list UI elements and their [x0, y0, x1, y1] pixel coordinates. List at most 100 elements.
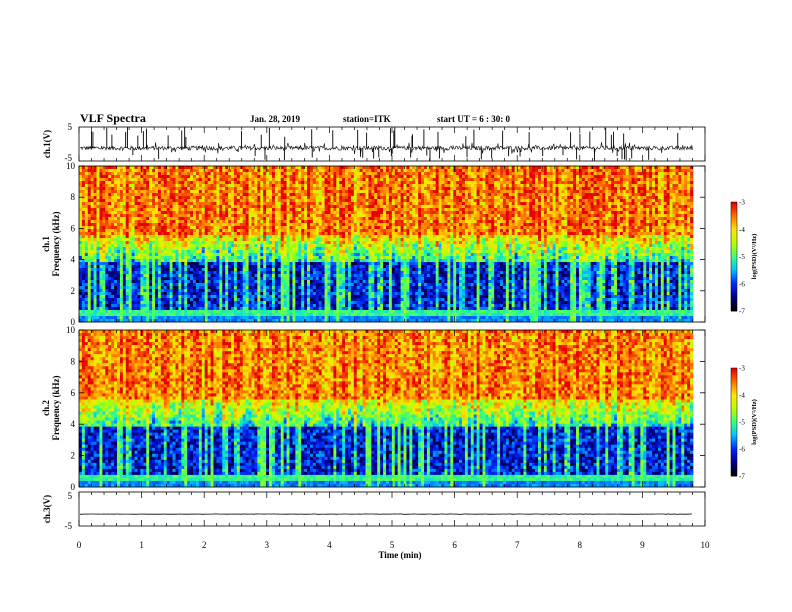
- spectrogram-cell: [96, 295, 100, 299]
- spectrogram-cell: [304, 253, 308, 257]
- spectrogram-cell: [280, 265, 285, 269]
- spectrogram-cell: [260, 202, 264, 206]
- spectrogram-cell: [166, 181, 170, 185]
- spectrogram-cell: [108, 229, 112, 233]
- spectrogram-cell: [342, 175, 346, 179]
- spectrogram-cell: [122, 277, 127, 281]
- spectrogram-cell: [125, 190, 130, 194]
- spectrogram-cell: [350, 298, 355, 302]
- spectrogram-cell: [198, 187, 203, 191]
- spectrogram-cell: [131, 292, 135, 296]
- spectrogram-cell: [271, 304, 276, 308]
- spectrogram-cell: [184, 289, 188, 293]
- spectrogram-cell: [228, 310, 232, 314]
- spectrogram-cell: [146, 304, 150, 308]
- spectrogram-cell: [201, 166, 206, 170]
- spectrogram-cell: [137, 256, 141, 260]
- spectrogram-cell: [242, 199, 246, 203]
- spectrogram-cell: [213, 208, 217, 212]
- spectrogram-cell: [315, 289, 320, 293]
- spectrogram-cell: [210, 220, 214, 224]
- spectrogram-cell: [84, 232, 89, 236]
- spectrogram-cell: [289, 232, 293, 236]
- spectrogram-cell: [233, 313, 238, 317]
- spectrogram-cell: [207, 277, 211, 281]
- spectrogram-cell: [152, 265, 156, 269]
- spectrogram-cell: [239, 304, 244, 308]
- spectrogram-cell: [184, 211, 188, 215]
- spectrogram-cell: [128, 202, 132, 206]
- spectrogram-cell: [178, 211, 182, 215]
- spectrogram-cell: [93, 190, 97, 194]
- spectrogram-cell: [137, 214, 141, 218]
- spectrogram-cell: [190, 199, 194, 203]
- spectrogram-cell: [318, 172, 323, 176]
- spectrogram-cell: [257, 298, 261, 302]
- spectrogram-cell: [298, 262, 302, 266]
- spectrogram-cell: [210, 211, 214, 215]
- spectrogram-cell: [172, 295, 176, 299]
- spectrogram-cell: [172, 262, 176, 266]
- spectrogram-cell: [195, 286, 200, 290]
- spectrogram-cell: [286, 166, 290, 170]
- spectrogram-cell: [93, 316, 97, 320]
- spectrogram-cell: [228, 277, 232, 281]
- spectrogram-cell: [321, 268, 325, 272]
- spectrogram-cell: [336, 319, 340, 323]
- spectrogram-cell: [225, 169, 229, 173]
- spectrogram-cell: [231, 247, 235, 251]
- spectrogram-cell: [96, 211, 100, 215]
- spectrogram-cell: [271, 295, 276, 299]
- spectrogram-cell: [99, 310, 103, 314]
- spectrogram-cell: [195, 184, 200, 188]
- spectrogram-cell: [187, 319, 191, 323]
- spectrogram-cell: [169, 304, 173, 308]
- spectrogram-cell: [84, 175, 89, 179]
- spectrogram-cell: [251, 172, 255, 176]
- spectrogram-cell: [289, 187, 293, 191]
- spectrogram-cell: [304, 307, 308, 311]
- spectrogram-cell: [225, 274, 229, 278]
- spectrogram-cell: [277, 265, 282, 269]
- spectrogram-cell: [213, 295, 217, 299]
- spectrogram-cell: [251, 223, 255, 227]
- spectrogram-cell: [181, 217, 185, 221]
- spectrogram-cell: [137, 217, 141, 221]
- spectrogram-cell: [289, 214, 293, 218]
- spectrogram-cell: [137, 307, 141, 311]
- spectrogram-cell: [210, 205, 214, 209]
- spectrogram-cell: [114, 283, 118, 287]
- spectrogram-cell: [163, 175, 168, 179]
- spectrogram-cell: [269, 172, 273, 176]
- spectrogram-cell: [81, 316, 86, 320]
- spectrogram-cell: [155, 271, 159, 275]
- spectrogram-cell: [315, 175, 320, 179]
- spectrogram-cell: [81, 295, 86, 299]
- spectrogram-cell: [131, 298, 135, 302]
- spectrogram-cell: [219, 301, 223, 305]
- spectrogram-cell: [312, 178, 317, 182]
- spectrogram-cell: [269, 280, 273, 284]
- spectrogram-cell: [125, 286, 130, 290]
- spectrogram-cell: [157, 289, 162, 293]
- spectrogram-cell: [128, 217, 132, 221]
- spectrogram-cell: [181, 199, 185, 203]
- spectrogram-cell: [301, 304, 305, 308]
- spectrogram-cell: [327, 262, 331, 266]
- spectrogram-cell: [333, 199, 337, 203]
- spectrogram-cell: [242, 274, 246, 278]
- spectrogram-cell: [216, 229, 220, 233]
- spectrogram-cell: [201, 271, 206, 275]
- spectrogram-cell: [155, 181, 159, 185]
- spectrogram-cell: [146, 223, 150, 227]
- spectrogram-cell: [225, 220, 229, 224]
- spectrogram-cell: [93, 205, 97, 209]
- spectrogram-cell: [216, 262, 220, 266]
- spectrogram-cell: [239, 292, 244, 296]
- spectrogram-cell: [178, 256, 182, 260]
- spectrogram-cell: [96, 301, 100, 305]
- spectrogram-cell: [84, 190, 89, 194]
- spectrogram-cell: [318, 238, 323, 242]
- spectrogram-cell: [286, 310, 290, 314]
- spectrogram-cell: [350, 172, 355, 176]
